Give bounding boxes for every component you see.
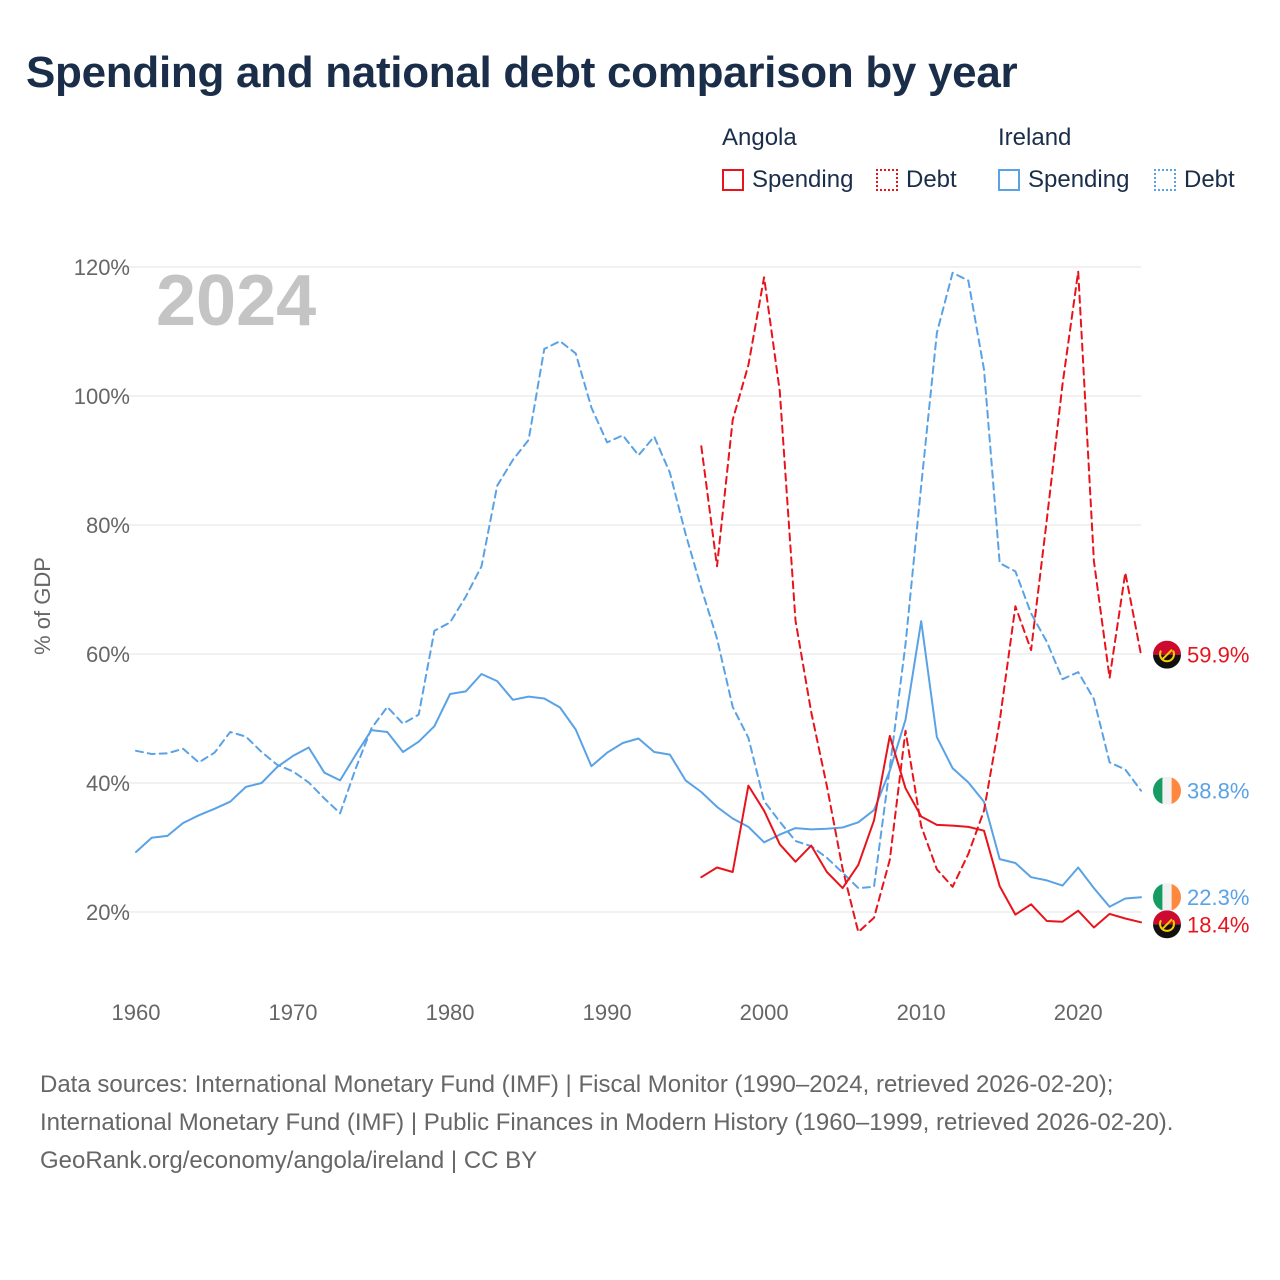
legend-item-angola-debt[interactable]: Debt [876,166,957,194]
flag-stripe [1171,883,1181,912]
year-watermark: 2024 [156,261,316,341]
flag-body [1153,776,1181,805]
flag-body [1153,883,1181,912]
flag-stripe [1162,883,1172,912]
end-value-label: 38.8% [1187,779,1249,804]
flag-emblem [1159,919,1175,932]
flag-emblem [1161,648,1173,661]
legend-label: Spending [752,166,854,193]
y-tick-label: 20% [86,900,130,925]
angola-flag-icon [1153,640,1181,669]
legend-label: Spending [1028,166,1130,193]
x-tick-label: 1990 [583,1000,632,1025]
y-tick-label: 60% [86,642,130,667]
flag-body [1153,910,1181,939]
legend-swatch-solid-icon [998,169,1020,191]
chart-title: Spending and national debt comparison by… [26,48,1018,97]
x-tick-label: 1980 [426,1000,475,1025]
legend-item-ireland-debt[interactable]: Debt [1154,166,1235,194]
series-line-ireland-spending [135,620,1142,908]
series-line-ireland-debt [135,271,1142,890]
x-tick-label: 1960 [112,1000,161,1025]
line-chart: 20% 40% 60% 80% 100% 120% 1960 1970 1980 1990 2000… [30,255,1249,1025]
series-line-angola-debt [700,270,1142,933]
flag-stripe [1171,776,1181,805]
legend-swatch-solid-icon [722,169,744,191]
flag-emblem [1159,650,1175,663]
angola-flag-icon [1153,910,1181,939]
x-tick-label: 2010 [897,1000,946,1025]
legend-swatch-dotted-icon [876,169,898,191]
x-tick-label: 1970 [269,1000,318,1025]
credit-link[interactable]: GeoRank.org/economy/angola/ireland | CC … [40,1147,538,1174]
legend-swatch-dotted-icon [1154,169,1176,191]
x-tick-label: 2020 [1054,1000,1103,1025]
flag-emblem [1161,918,1173,931]
legend-item-ireland-spending[interactable]: Spending [998,166,1129,194]
legend-country-angola: Angola [722,124,797,151]
x-tick-label: 2000 [740,1000,789,1025]
y-tick-label: 120% [74,255,130,280]
y-axis-label: % of GDP [30,557,55,655]
flag-stripe [1162,776,1172,805]
flag-stripe [1153,776,1163,805]
y-tick-label: 80% [86,513,130,538]
legend-country-ireland: Ireland [998,124,1072,151]
y-tick-label: 40% [86,771,130,796]
y-tick-label: 100% [74,384,130,409]
data-sources: Data sources: International Monetary Fun… [40,1071,1174,1136]
end-value-label: 59.9% [1187,643,1249,668]
legend-label: Debt [1184,166,1235,193]
flag-stripe [1153,910,1181,925]
ireland-flag-icon [1153,883,1181,912]
series-line-angola-spending [700,734,1142,929]
flag-stripe [1153,883,1163,912]
flag-body [1153,640,1181,669]
legend-label: Debt [906,166,957,193]
flag-stripe [1153,640,1181,655]
end-value-label: 22.3% [1187,885,1249,910]
legend-item-angola-spending[interactable]: Spending [722,166,853,194]
ireland-flag-icon [1153,776,1181,805]
end-value-label: 18.4% [1187,912,1249,937]
footer: Data sources: International Monetary Fun… [40,1066,1240,1180]
